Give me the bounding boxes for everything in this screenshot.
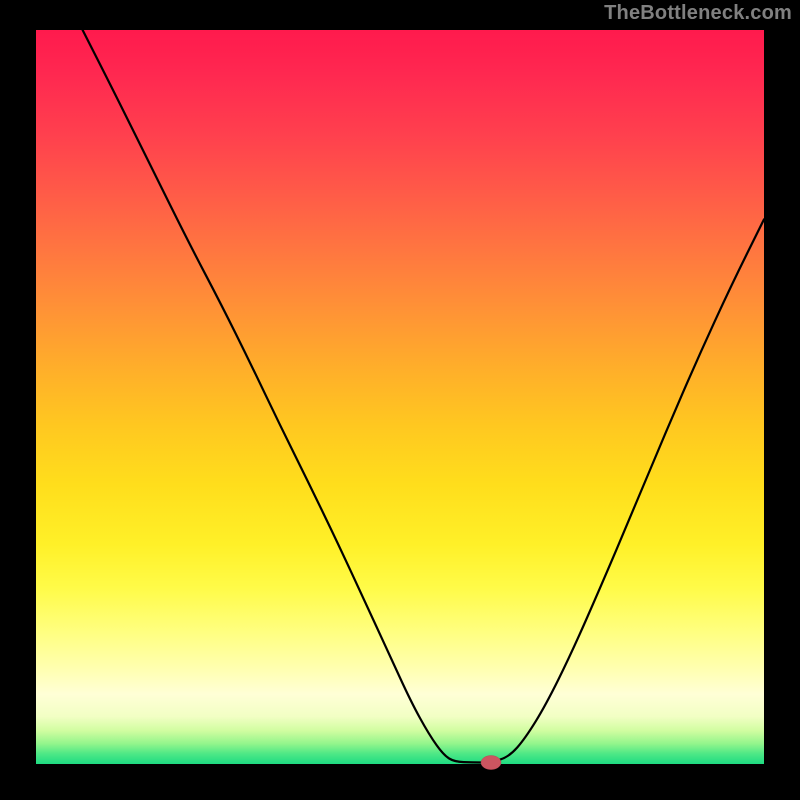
chart-container: TheBottleneck.com bbox=[0, 0, 800, 800]
plot-background bbox=[36, 30, 764, 764]
minimum-marker bbox=[481, 756, 501, 770]
attribution-text: TheBottleneck.com bbox=[604, 2, 792, 25]
bottleneck-chart bbox=[0, 0, 800, 800]
